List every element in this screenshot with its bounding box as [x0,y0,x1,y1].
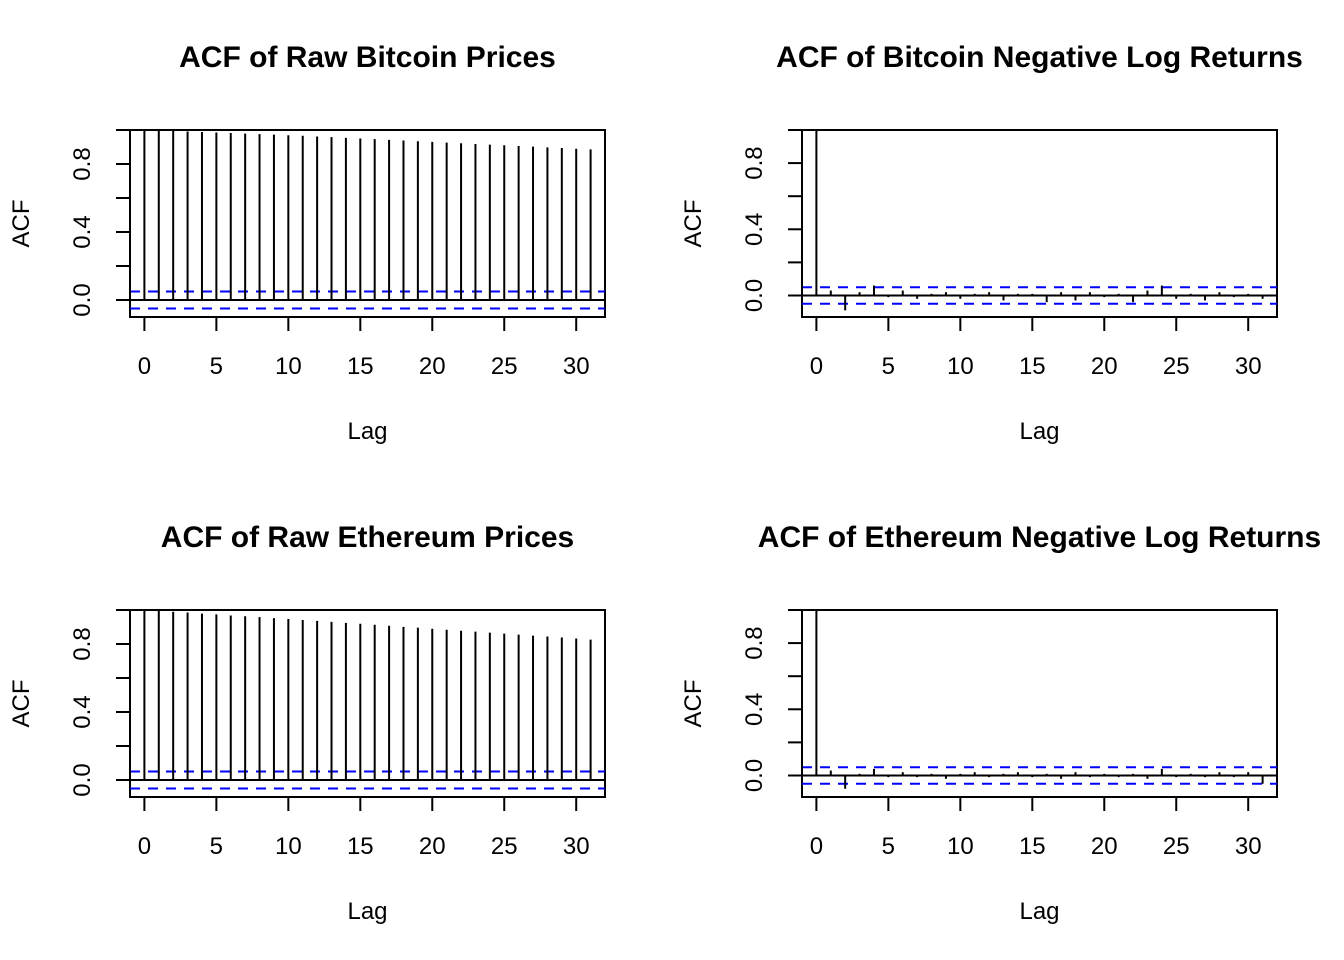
y-tick-label: 0.8 [741,626,768,659]
x-tick-label: 20 [1091,353,1118,380]
x-tick-label: 10 [275,353,302,380]
y-tick-label: 0.4 [741,693,768,726]
x-tick-label: 20 [419,833,446,860]
x-tick-label: 25 [491,833,518,860]
x-tick-label: 0 [810,833,823,860]
y-axis-label: ACF [8,680,35,728]
x-axis-label: Lag [1019,898,1059,925]
x-tick-label: 5 [882,353,895,380]
x-tick-label: 15 [1019,353,1046,380]
y-tick-label: 0.0 [69,283,96,316]
y-tick-label: 0.4 [69,215,96,248]
y-tick-label: 0.8 [741,146,768,179]
y-tick-label: 0.0 [741,279,768,312]
x-tick-label: 0 [810,353,823,380]
x-tick-label: 10 [275,833,302,860]
x-tick-label: 25 [1163,353,1190,380]
x-tick-label: 5 [882,833,895,860]
x-tick-label: 15 [347,833,374,860]
x-tick-label: 0 [138,353,151,380]
y-tick-label: 0.0 [69,763,96,796]
y-tick-label: 0.4 [69,695,96,728]
x-tick-label: 30 [1235,833,1262,860]
acf-panel-3: ACF of Ethereum Negative Log Returns 0 5 10… [680,521,1321,925]
x-tick-label: 30 [563,833,590,860]
x-tick-label: 0 [138,833,151,860]
x-tick-label: 15 [347,353,374,380]
x-tick-label: 25 [1163,833,1190,860]
x-tick-label: 20 [419,353,446,380]
y-axis-label: ACF [680,200,707,248]
x-tick-label: 30 [1235,353,1262,380]
chart-title: ACF of Ethereum Negative Log Returns [758,521,1321,554]
y-axis-label: ACF [8,200,35,248]
x-tick-label: 10 [947,833,974,860]
acf-panel-2: ACF of Raw Ethereum Prices 0 5 10 15 20 25 30 0.… [8,521,606,925]
chart-title: ACF of Bitcoin Negative Log Returns [776,41,1303,74]
x-tick-label: 30 [563,353,590,380]
x-tick-label: 5 [210,353,223,380]
y-axis-label: ACF [680,680,707,728]
x-tick-label: 15 [1019,833,1046,860]
acf-panel-0: ACF of Raw Bitcoin Prices 0 5 10 15 20 25 30 0.0… [8,41,606,445]
y-tick-label: 0.4 [741,213,768,246]
chart-title: ACF of Raw Bitcoin Prices [179,41,556,74]
acf-panel-1: ACF of Bitcoin Negative Log Returns 0 5 10 1… [680,41,1303,445]
y-tick-label: 0.8 [69,627,96,660]
x-tick-label: 10 [947,353,974,380]
chart-title: ACF of Raw Ethereum Prices [161,521,574,554]
y-tick-label: 0.8 [69,147,96,180]
x-axis-label: Lag [347,898,387,925]
x-tick-label: 25 [491,353,518,380]
x-tick-label: 5 [210,833,223,860]
x-axis-label: Lag [347,418,387,445]
x-axis-label: Lag [1019,418,1059,445]
y-tick-label: 0.0 [741,759,768,792]
x-tick-label: 20 [1091,833,1118,860]
